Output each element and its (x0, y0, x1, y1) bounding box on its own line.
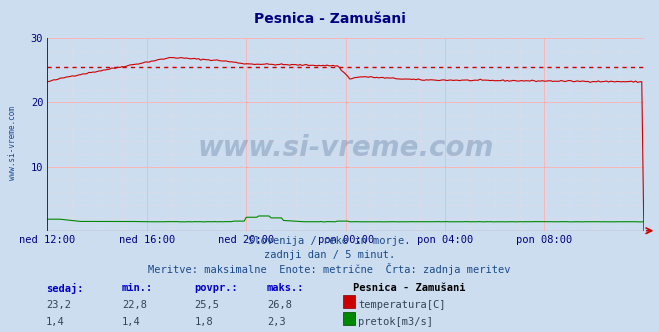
Text: 2,3: 2,3 (267, 317, 285, 327)
Text: 1,4: 1,4 (122, 317, 140, 327)
Text: min.:: min.: (122, 283, 153, 293)
Text: 1,4: 1,4 (46, 317, 65, 327)
Text: www.si-vreme.com: www.si-vreme.com (198, 134, 494, 162)
Text: 25,5: 25,5 (194, 300, 219, 310)
Text: 23,2: 23,2 (46, 300, 71, 310)
Text: 26,8: 26,8 (267, 300, 292, 310)
Text: temperatura[C]: temperatura[C] (358, 300, 446, 310)
Text: www.si-vreme.com: www.si-vreme.com (8, 106, 17, 180)
Text: 22,8: 22,8 (122, 300, 147, 310)
Text: Pesnica - Zamušani: Pesnica - Zamušani (254, 12, 405, 26)
Text: maks.:: maks.: (267, 283, 304, 293)
Text: Pesnica - Zamušani: Pesnica - Zamušani (353, 283, 465, 293)
Text: pretok[m3/s]: pretok[m3/s] (358, 317, 434, 327)
Text: povpr.:: povpr.: (194, 283, 238, 293)
Text: zadnji dan / 5 minut.: zadnji dan / 5 minut. (264, 250, 395, 260)
Text: sedaj:: sedaj: (46, 283, 84, 294)
Text: 1,8: 1,8 (194, 317, 213, 327)
Text: Slovenija / reke in morje.: Slovenija / reke in morje. (248, 236, 411, 246)
Text: Meritve: maksimalne  Enote: metrične  Črta: zadnja meritev: Meritve: maksimalne Enote: metrične Črta… (148, 263, 511, 275)
